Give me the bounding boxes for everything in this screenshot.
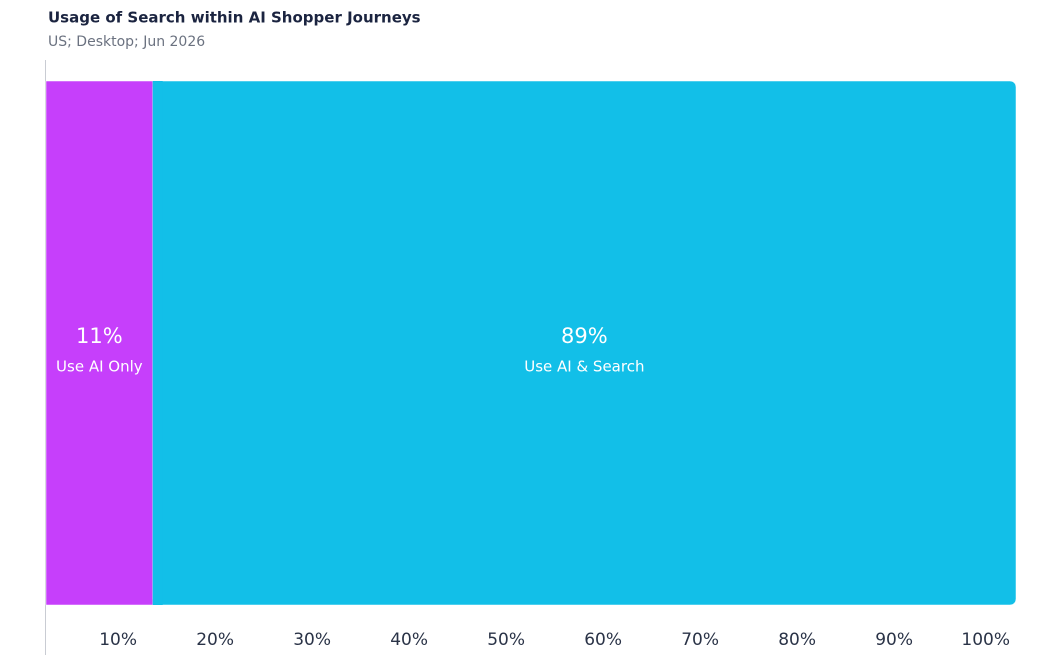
segment-label: Use AI Only: [56, 358, 143, 376]
segment-label: Use AI & Search: [524, 358, 644, 376]
x-tick-label: 60%: [584, 630, 622, 650]
x-tick-label: 50%: [487, 630, 525, 650]
x-tick-label: 40%: [390, 630, 428, 650]
x-tick-label: 100%: [961, 630, 1010, 650]
bar-segment-corner-fill: [152, 81, 163, 605]
x-tick-label: 70%: [681, 630, 719, 650]
bar-segment: [45, 80, 153, 606]
chart-title: Usage of Search within AI Shopper Journe…: [48, 9, 421, 27]
x-tick-label: 90%: [875, 630, 913, 650]
chart-subtitle: US; Desktop; Jun 2026: [48, 34, 205, 50]
x-tick-label: 80%: [778, 630, 816, 650]
value-label: 11%: [76, 324, 123, 348]
value-label: 89%: [561, 324, 608, 348]
x-tick-label: 10%: [99, 630, 137, 650]
x-tick-label: 20%: [196, 630, 234, 650]
x-tick-label: 30%: [293, 630, 331, 650]
